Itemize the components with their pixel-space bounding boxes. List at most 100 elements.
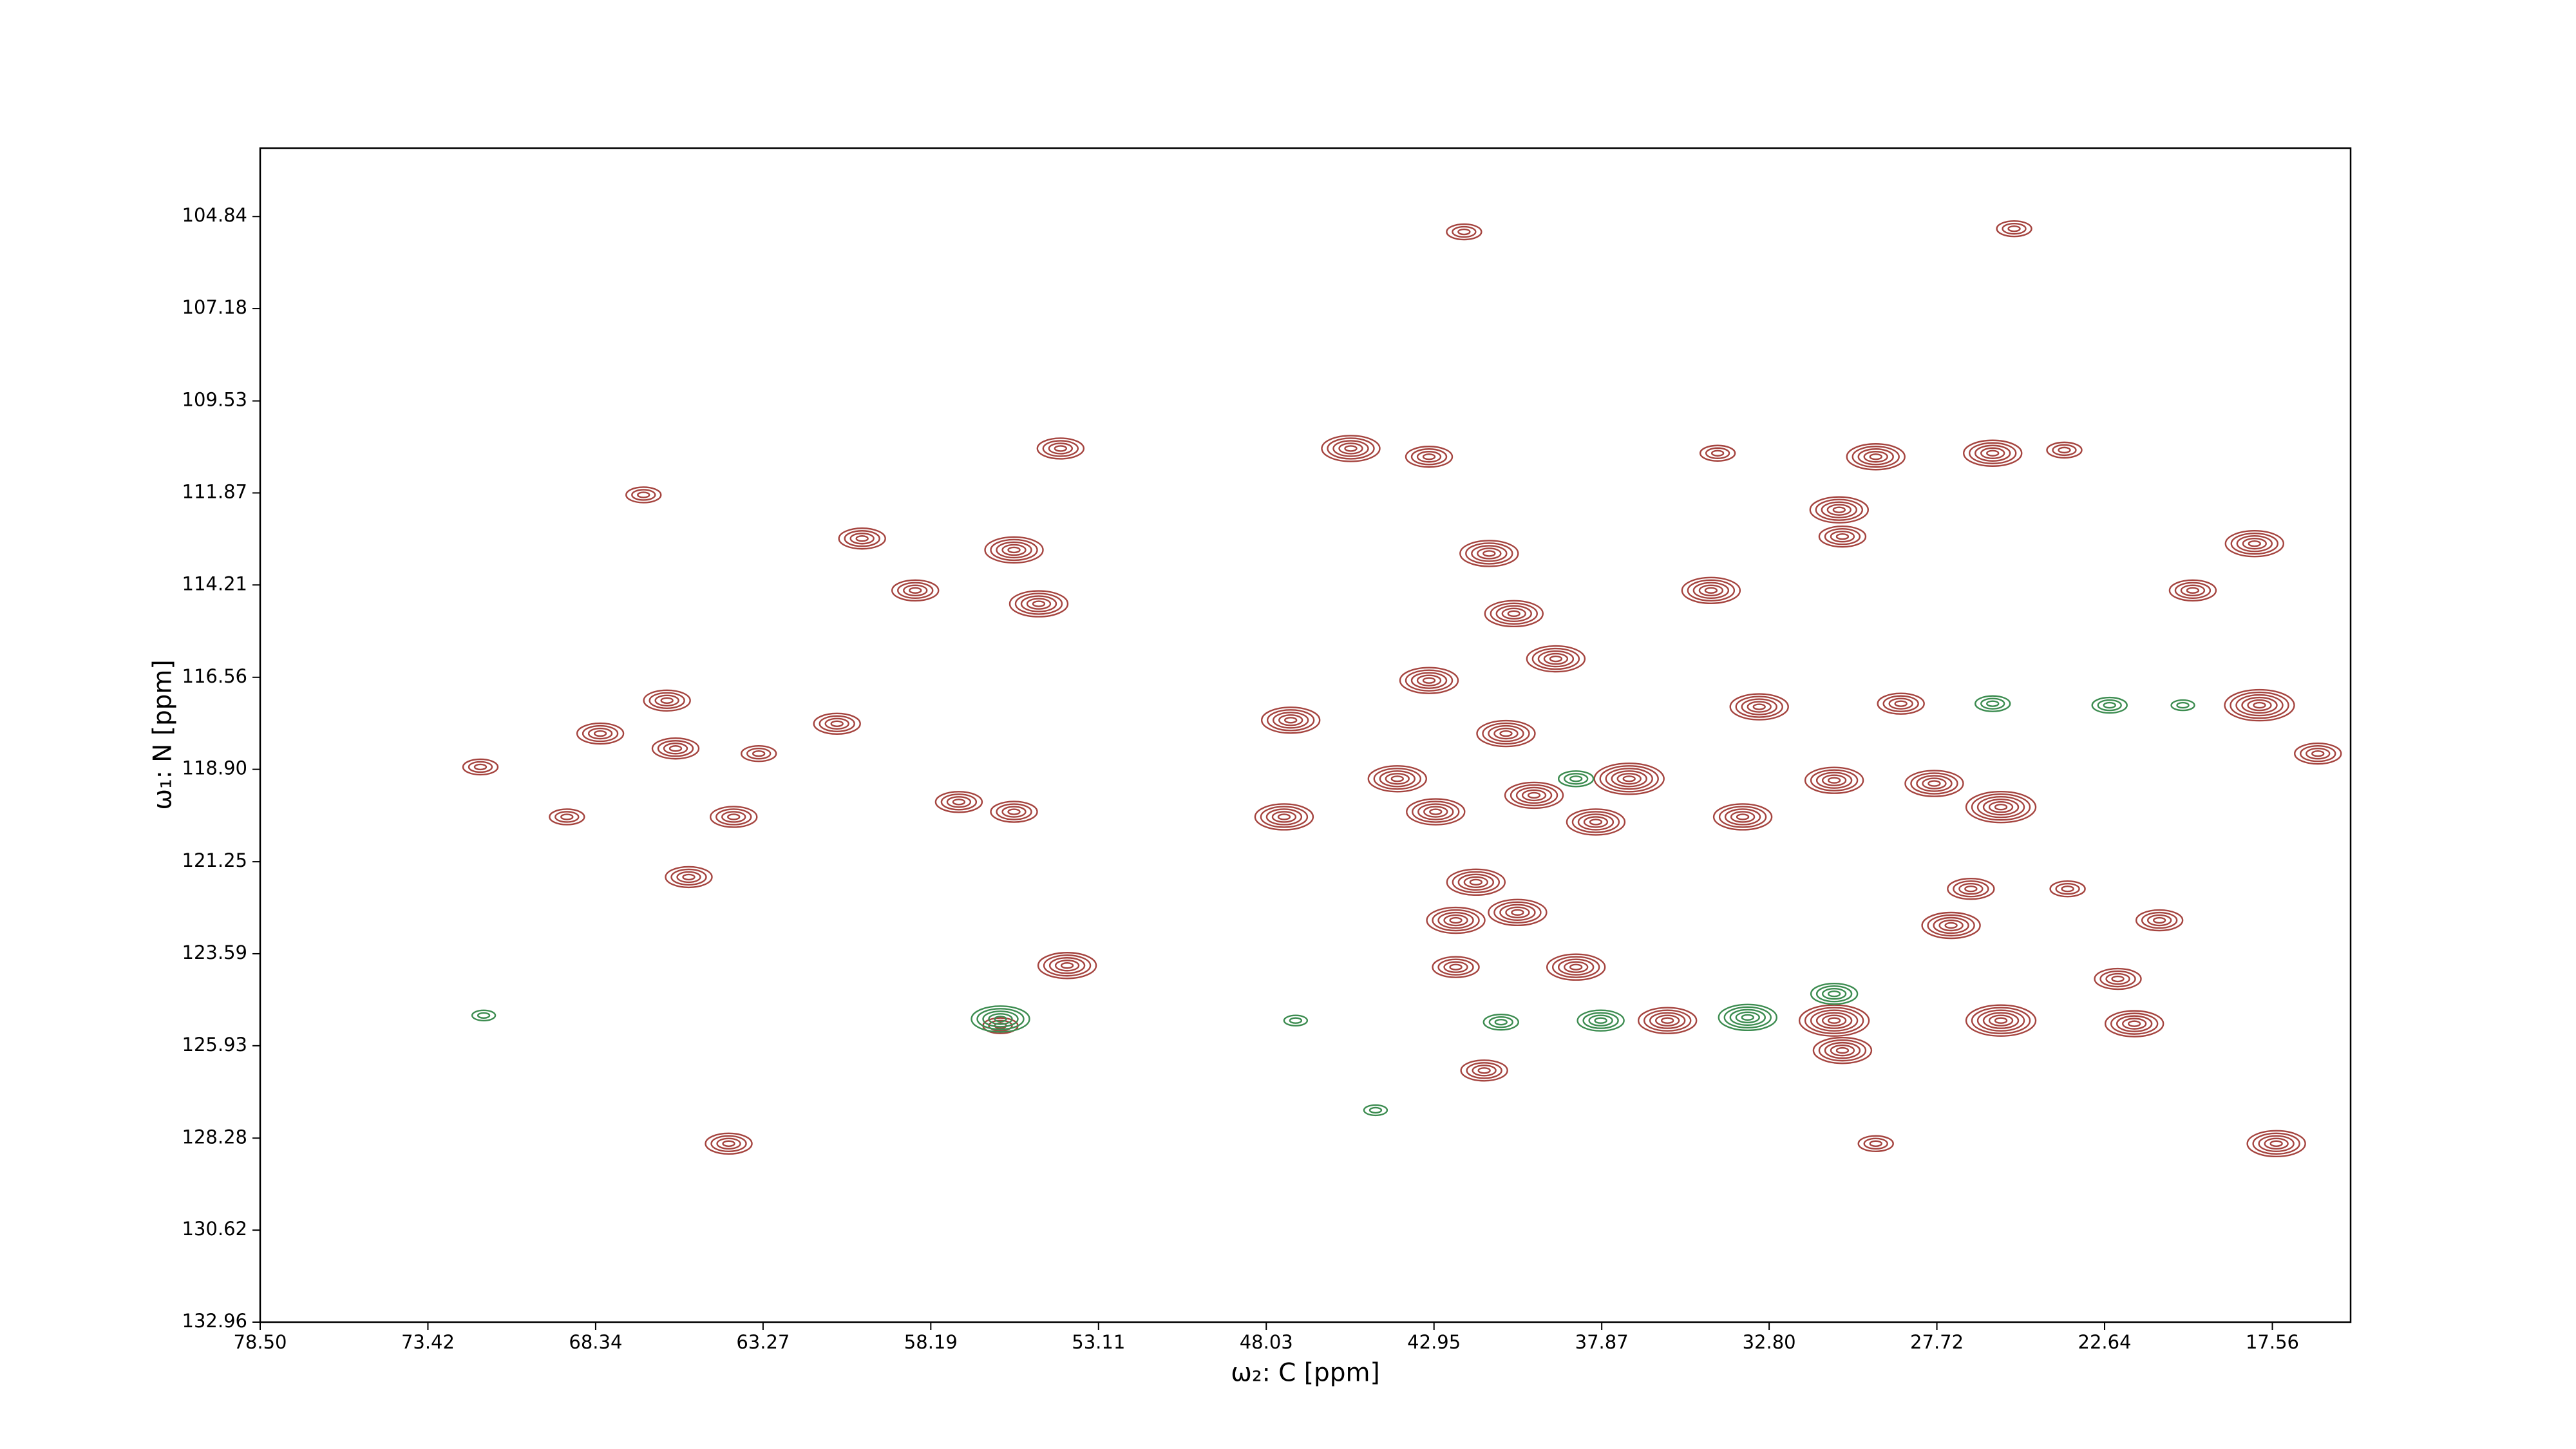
contour-ring — [1712, 803, 1773, 831]
contour-ring — [1020, 595, 1057, 612]
contour-ring — [1543, 652, 1569, 665]
contour-ring — [1569, 775, 1583, 782]
peak — [576, 722, 625, 745]
contour-ring — [1964, 886, 1978, 893]
contour-ring — [1996, 220, 2032, 238]
peak — [1260, 706, 1321, 734]
y-tick-label: 132.96 — [182, 1310, 247, 1332]
contour-ring — [1986, 450, 2000, 457]
y-tick-label: 123.59 — [182, 942, 247, 963]
contour-ring — [996, 541, 1032, 559]
contour-ring — [468, 761, 493, 773]
contour-ring — [1405, 669, 1454, 692]
contour-ring — [1821, 988, 1847, 1000]
contour-ring — [676, 871, 701, 884]
contour-ring — [1704, 587, 1718, 594]
contour-ring — [1277, 813, 1291, 820]
contour-ring — [1432, 909, 1480, 932]
peak — [1426, 906, 1486, 934]
peak — [1488, 898, 1548, 927]
contour-ring — [1692, 582, 1730, 600]
contour-ring — [1557, 770, 1595, 788]
peak — [1504, 781, 1564, 810]
contour-ring — [1368, 1106, 1383, 1114]
peak — [1681, 576, 1741, 605]
y-tick-label: 107.18 — [182, 296, 247, 318]
contour-ring — [1452, 871, 1501, 894]
contour-ring — [1599, 765, 1659, 793]
contour-ring — [2091, 696, 2128, 714]
contour-ring — [2061, 886, 2074, 893]
contour-ring — [722, 1140, 735, 1148]
contour-ring — [1457, 873, 1495, 891]
contour-ring — [1622, 775, 1636, 782]
peak — [1965, 1004, 2037, 1037]
contour-ring — [1283, 717, 1298, 724]
contour-ring — [2246, 1130, 2306, 1158]
contour-ring — [940, 793, 978, 811]
contour-ring — [752, 750, 766, 757]
contour-ring — [1827, 990, 1841, 998]
contour-ring — [1821, 1014, 1847, 1027]
contour-ring — [637, 491, 650, 498]
contour-ring — [1699, 444, 1736, 462]
peak — [740, 744, 777, 762]
contour-ring — [1975, 695, 2011, 712]
contour-ring — [740, 744, 777, 762]
contour-ring — [1616, 773, 1642, 785]
peak — [1406, 798, 1466, 826]
contour-ring — [1466, 1062, 1502, 1079]
contour-ring — [1718, 806, 1767, 828]
contour-ring — [2055, 883, 2080, 895]
contour-ring — [705, 1132, 753, 1155]
y-tick-label: 116.56 — [182, 665, 247, 687]
peak — [1399, 667, 1459, 694]
peak — [1857, 1135, 1894, 1153]
contour-ring — [746, 747, 772, 760]
y-tick-label: 104.84 — [182, 204, 247, 226]
contour-ring — [477, 1012, 491, 1019]
contour-ring — [1637, 1007, 1698, 1034]
y-axis-label: ω₁: N [ppm] — [149, 659, 178, 810]
contour-ring — [1894, 700, 1908, 707]
contour-ring — [1953, 880, 1989, 898]
contour-ring — [1504, 781, 1564, 810]
contour-ring — [1938, 919, 1964, 932]
contour-ring — [2103, 701, 2116, 709]
contour-ring — [1730, 811, 1756, 823]
contour-ring — [813, 712, 861, 735]
contour-ring — [1660, 1017, 1674, 1024]
contour-ring — [1577, 1009, 1625, 1032]
peak — [1947, 878, 1995, 900]
contour-ring — [1810, 983, 1859, 1005]
peak — [1798, 1004, 1870, 1037]
contour-ring — [1410, 672, 1448, 689]
contour-ring — [1493, 901, 1542, 924]
contour-ring — [1437, 958, 1474, 976]
contour-ring — [2269, 1140, 2283, 1148]
contour-ring — [2135, 909, 2184, 932]
contour-ring — [1830, 530, 1855, 543]
contour-ring — [1965, 1004, 2037, 1037]
contour-ring — [1254, 803, 1314, 831]
contour-ring — [1385, 773, 1410, 785]
peak — [2046, 441, 2083, 459]
peak — [1459, 540, 1519, 567]
contour-ring — [996, 803, 1032, 820]
contour-ring — [1804, 766, 1864, 794]
contour-ring — [1472, 1065, 1497, 1077]
contour-ring — [1815, 772, 1853, 789]
contour-ring — [1327, 437, 1375, 460]
y-tick-label: 118.90 — [182, 757, 247, 779]
contour-ring — [2002, 222, 2027, 235]
contour-ring — [2230, 532, 2278, 555]
contour-ring — [1557, 958, 1595, 976]
contour-ring — [1510, 784, 1558, 807]
peak — [1546, 953, 1606, 981]
contour-ring — [1446, 868, 1506, 896]
contour-ring — [582, 724, 619, 743]
contour-ring — [824, 717, 849, 730]
contour-ring — [2180, 584, 2206, 597]
contour-ring — [1417, 803, 1454, 820]
